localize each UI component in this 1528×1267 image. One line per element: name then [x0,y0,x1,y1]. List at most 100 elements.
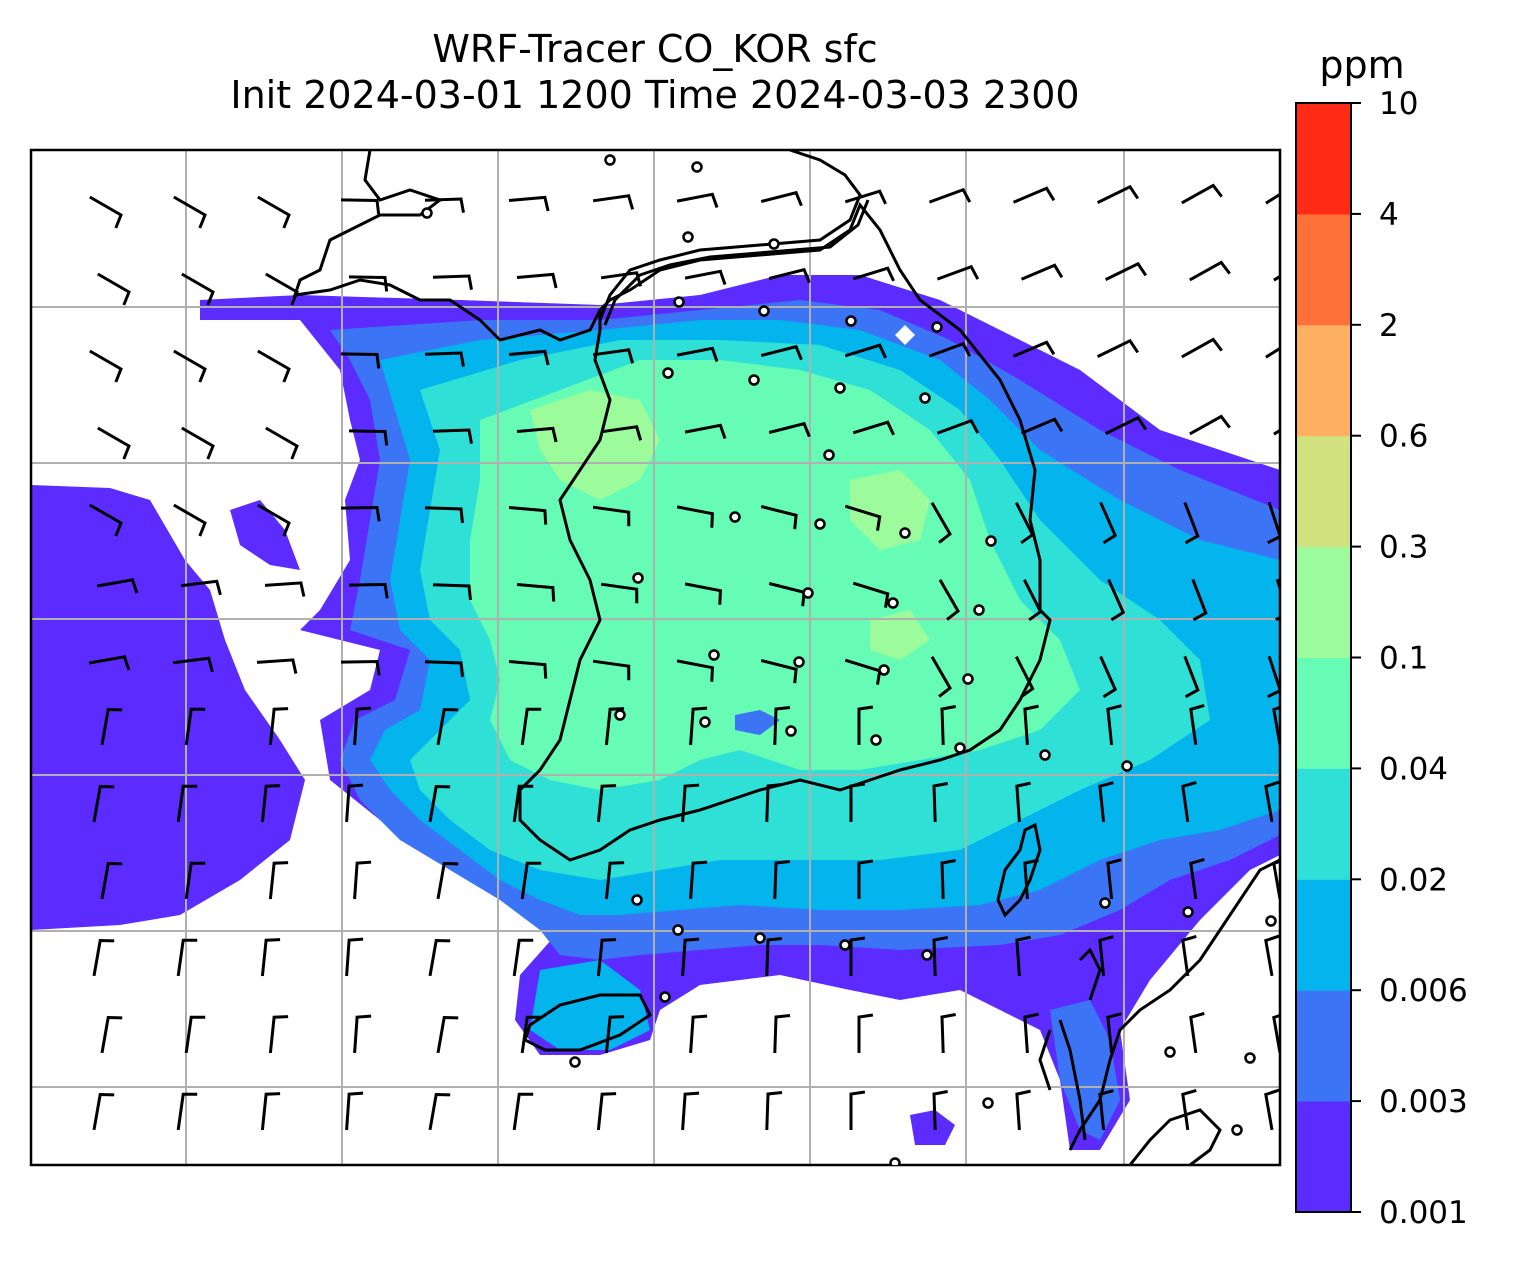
coastline-japan [1038,858,1280,1151]
wind-barb [172,656,214,673]
wind-barb [340,505,381,522]
wind-barb [1012,340,1056,358]
wind-barb [1181,934,1197,977]
wind-barb [89,349,123,383]
calm-station-marker [748,374,760,386]
wind-barb [257,195,291,229]
wind-barb [1020,263,1064,281]
colorbar-swatch-5 [1296,546,1351,658]
wind-barb [1189,260,1231,282]
wind-barb [345,937,364,977]
colorbar-swatch-0 [1296,1101,1351,1213]
wind-barb [1015,781,1031,823]
colorbar-swatch-8 [1296,213,1351,326]
calm-station-marker [672,924,684,936]
wind-barb [1189,1011,1205,1054]
wind-barb [424,197,465,213]
wind-barb [928,187,972,204]
wind-barb [928,341,972,358]
wind-barb [173,503,207,537]
wind-barb [930,656,952,698]
wind-barb [844,504,882,531]
wind-barb [353,1014,372,1054]
wind-barb [436,861,459,900]
wind-barb [1265,346,1280,359]
wind-barb [92,938,115,977]
wind-barb [1272,859,1280,900]
wind-barb [184,861,206,900]
wind-barb [932,1090,948,1131]
title-line-2: Init 2024-03-01 1200 Time 2024-03-03 230… [230,73,1080,117]
wind-barb [268,1015,289,1054]
wind-barb [432,428,473,444]
wind-barb [940,859,956,900]
wind-barb [1012,186,1056,204]
wind-barb [1098,1089,1114,1131]
colorbar-tick-label-10: 10 [1379,86,1418,122]
wind-barb [852,420,895,436]
wind-barb [1265,192,1280,205]
calm-station-marker [878,664,890,676]
wind-barb [592,659,631,681]
wind-barb [681,937,700,977]
calm-station-marker [1265,915,1277,927]
wind-barb [596,938,617,977]
wind-barb [268,707,289,746]
wind-barb [260,1092,281,1131]
calm-station-marker [604,154,616,166]
wind-barb [432,583,472,601]
concentration-field [31,275,1280,1150]
wind-barb [1181,1088,1197,1131]
calm-station-marker [973,604,985,616]
wind-barb [1267,501,1280,545]
wind-barb [173,195,207,229]
wind-barb [424,660,464,678]
calm-station-marker [834,382,846,394]
wind-barb [592,348,635,364]
coastlines [292,150,1280,1165]
calm-station-marker [954,742,966,754]
wind-barb [432,274,473,290]
wind-barb [508,195,550,212]
colorbar-tick-label-9: 4 [1379,197,1399,233]
wind-barb [1014,502,1035,545]
contour-hole-central [735,710,780,735]
colorbar-tick-label-4: 0.04 [1379,751,1448,787]
wind-barb [428,784,451,823]
wind-barb [508,506,548,525]
calm-station-marker [758,305,770,317]
wind-barb [849,1090,866,1130]
calm-station-marker [870,734,882,746]
wind-barb [265,272,299,306]
calm-station-marker [845,315,857,327]
calm-station-marker [785,725,797,737]
wind-barb [760,505,798,530]
calm-station-marker [823,449,835,461]
calm-station-marker [921,949,933,961]
wind-barb [268,861,289,900]
wind-barb [512,784,534,823]
colorbar-tick-label-7: 0.6 [1379,419,1428,455]
coastline-jeju [523,993,652,1052]
calm-station-marker [631,894,643,906]
wind-barb [1023,704,1039,746]
wind-barb [257,503,291,537]
wind-barb [96,578,139,594]
wind-barb [1099,655,1118,699]
wind-barb [600,425,643,441]
wind-barb [596,784,617,823]
wind-barb [1267,655,1280,699]
wind-barb [773,860,791,900]
calm-station-marker [614,709,626,721]
colorbar-tick-label-5: 0.1 [1379,641,1428,677]
wind-barb [92,1092,115,1131]
calm-station-marker [632,572,644,584]
wind-barb [353,860,372,900]
wind-barb [760,659,798,684]
colorbar-ticks: 0.001 0.003 0.006 0.02 0.04 0.1 0.3 0.6 2 4 10 [1351,86,1468,1231]
wind-barb [1023,1012,1039,1054]
calm-station-marker [1099,897,1111,909]
wind-barb [1099,501,1118,545]
calm-station-marker [887,597,899,609]
